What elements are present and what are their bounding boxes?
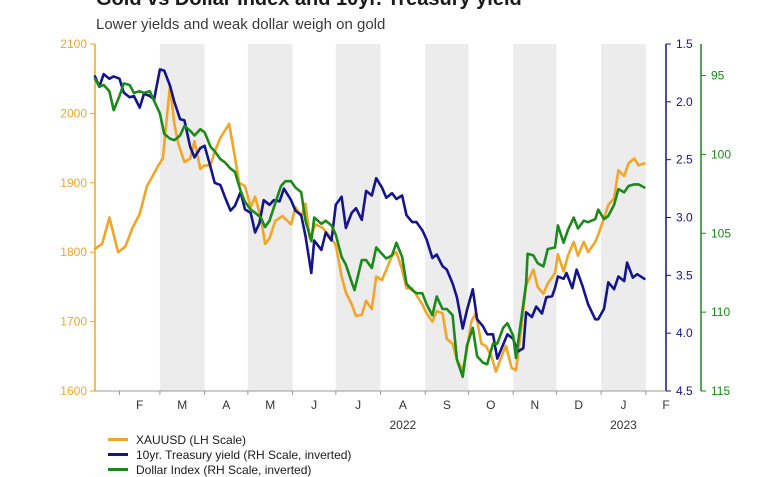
x-tick-label-7: S [443, 398, 451, 412]
x-tick-label-5: J [355, 398, 361, 412]
x-tick-label-10: D [574, 398, 583, 412]
yield-axis-tick-label-4: 3.5 [676, 268, 693, 282]
yield-axis-tick-label-5: 4.0 [676, 326, 693, 340]
shade-band-5 [601, 44, 646, 391]
left-axis-tick-label-4: 1700 [60, 315, 87, 329]
x-tick-label-8: O [486, 398, 495, 412]
x-tick-label-6: A [399, 398, 407, 412]
x-tick-label-0: F [136, 398, 143, 412]
yield-axis-tick-label-0: 1.5 [676, 37, 693, 51]
left-axis-tick-label-3: 1800 [60, 245, 87, 259]
left-axis-tick-label-2: 1900 [60, 176, 87, 190]
chart-axes [90, 43, 706, 395]
legend-label-xauusd: XAUUSD (LH Scale) [136, 432, 247, 447]
left-axis-tick-label-0: 2100 [60, 37, 87, 51]
legend-item-xauusd: XAUUSD (LH Scale) [108, 432, 508, 447]
chart-subtitle: Lower yields and weak dollar weigh on go… [96, 16, 386, 33]
x-tick-label-1: M [177, 398, 187, 412]
dollar-axis-tick-label-4: 115 [711, 384, 730, 398]
tick-labels: 2100 2000 1900 1800 1700 1600 1.5 2.0 2.5 3.0 3.5 4… [60, 37, 731, 432]
dollar-axis-tick-label-3: 110 [711, 305, 730, 319]
shade-band-2 [335, 44, 381, 391]
yield-axis-tick-label-2: 2.5 [676, 153, 693, 167]
dollar-axis-tick-label-1: 100 [711, 147, 731, 161]
x-year-label-0: 2022 [389, 418, 416, 432]
left-axis-tick-label-1: 2000 [60, 106, 87, 120]
x-tick-label-9: N [530, 398, 539, 412]
legend-swatch-treasury [108, 453, 128, 456]
x-tick-label-12: F [662, 398, 669, 412]
chart-title: Gold vs Dollar Index and 10yr. Treasury … [96, 0, 522, 11]
legend-swatch-xauusd [108, 438, 128, 441]
dollar-axis-tick-label-0: 95 [711, 69, 725, 83]
series-lines [93, 68, 646, 379]
x-tick-label-11: J [620, 398, 626, 412]
x-year-label-1: 2023 [610, 418, 637, 432]
yield-axis-tick-label-6: 4.5 [676, 384, 693, 398]
dollar-axis-tick-label-2: 105 [711, 226, 731, 240]
chart-legend: XAUUSD (LH Scale) 10yr. Treasury yield (… [108, 432, 508, 477]
legend-label-treasury: 10yr. Treasury yield (RH Scale, inverted… [136, 447, 352, 462]
left-axis-tick-label-5: 1600 [60, 384, 87, 398]
x-tick-label-2: A [222, 398, 230, 412]
yield-axis-tick-label-3: 3.0 [676, 211, 693, 225]
yield-axis-tick-label-1: 2.0 [676, 95, 693, 109]
x-tick-label-3: M [265, 398, 275, 412]
legend-item-treasury: 10yr. Treasury yield (RH Scale, inverted… [108, 447, 508, 462]
shade-band-0 [159, 44, 205, 391]
x-tick-label-4: J [311, 398, 317, 412]
xauusd-line [93, 84, 646, 373]
dollar-index-line [93, 77, 646, 379]
